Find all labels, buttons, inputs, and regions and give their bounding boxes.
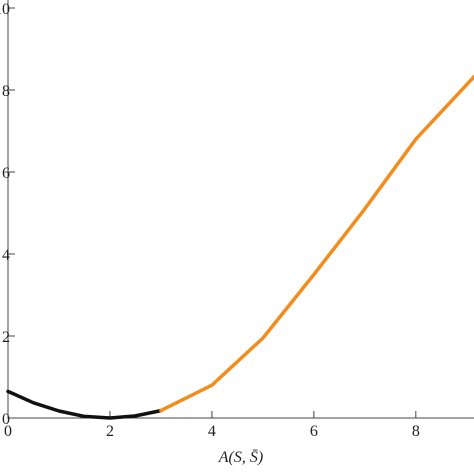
plot-frame bbox=[7, 0, 474, 419]
y-tick-label: 2 bbox=[2, 329, 10, 346]
y-tick-label: 6 bbox=[2, 165, 10, 182]
curve bbox=[159, 74, 474, 413]
y-tick-label: 0 bbox=[2, 411, 10, 428]
x-tick-label: 8 bbox=[412, 423, 420, 440]
y-tick-label: 8 bbox=[2, 83, 10, 100]
x-tick-label: 2 bbox=[106, 423, 114, 440]
x-tick-label: 4 bbox=[208, 423, 216, 440]
x-axis-label: A(S, S̄) bbox=[218, 449, 263, 466]
x-tick-label: 6 bbox=[310, 423, 318, 440]
x-tick-label: 0 bbox=[4, 423, 12, 440]
y-tick-label: 4 bbox=[2, 247, 10, 264]
y-tick-label: 10 bbox=[0, 1, 10, 18]
curve bbox=[6, 389, 163, 420]
